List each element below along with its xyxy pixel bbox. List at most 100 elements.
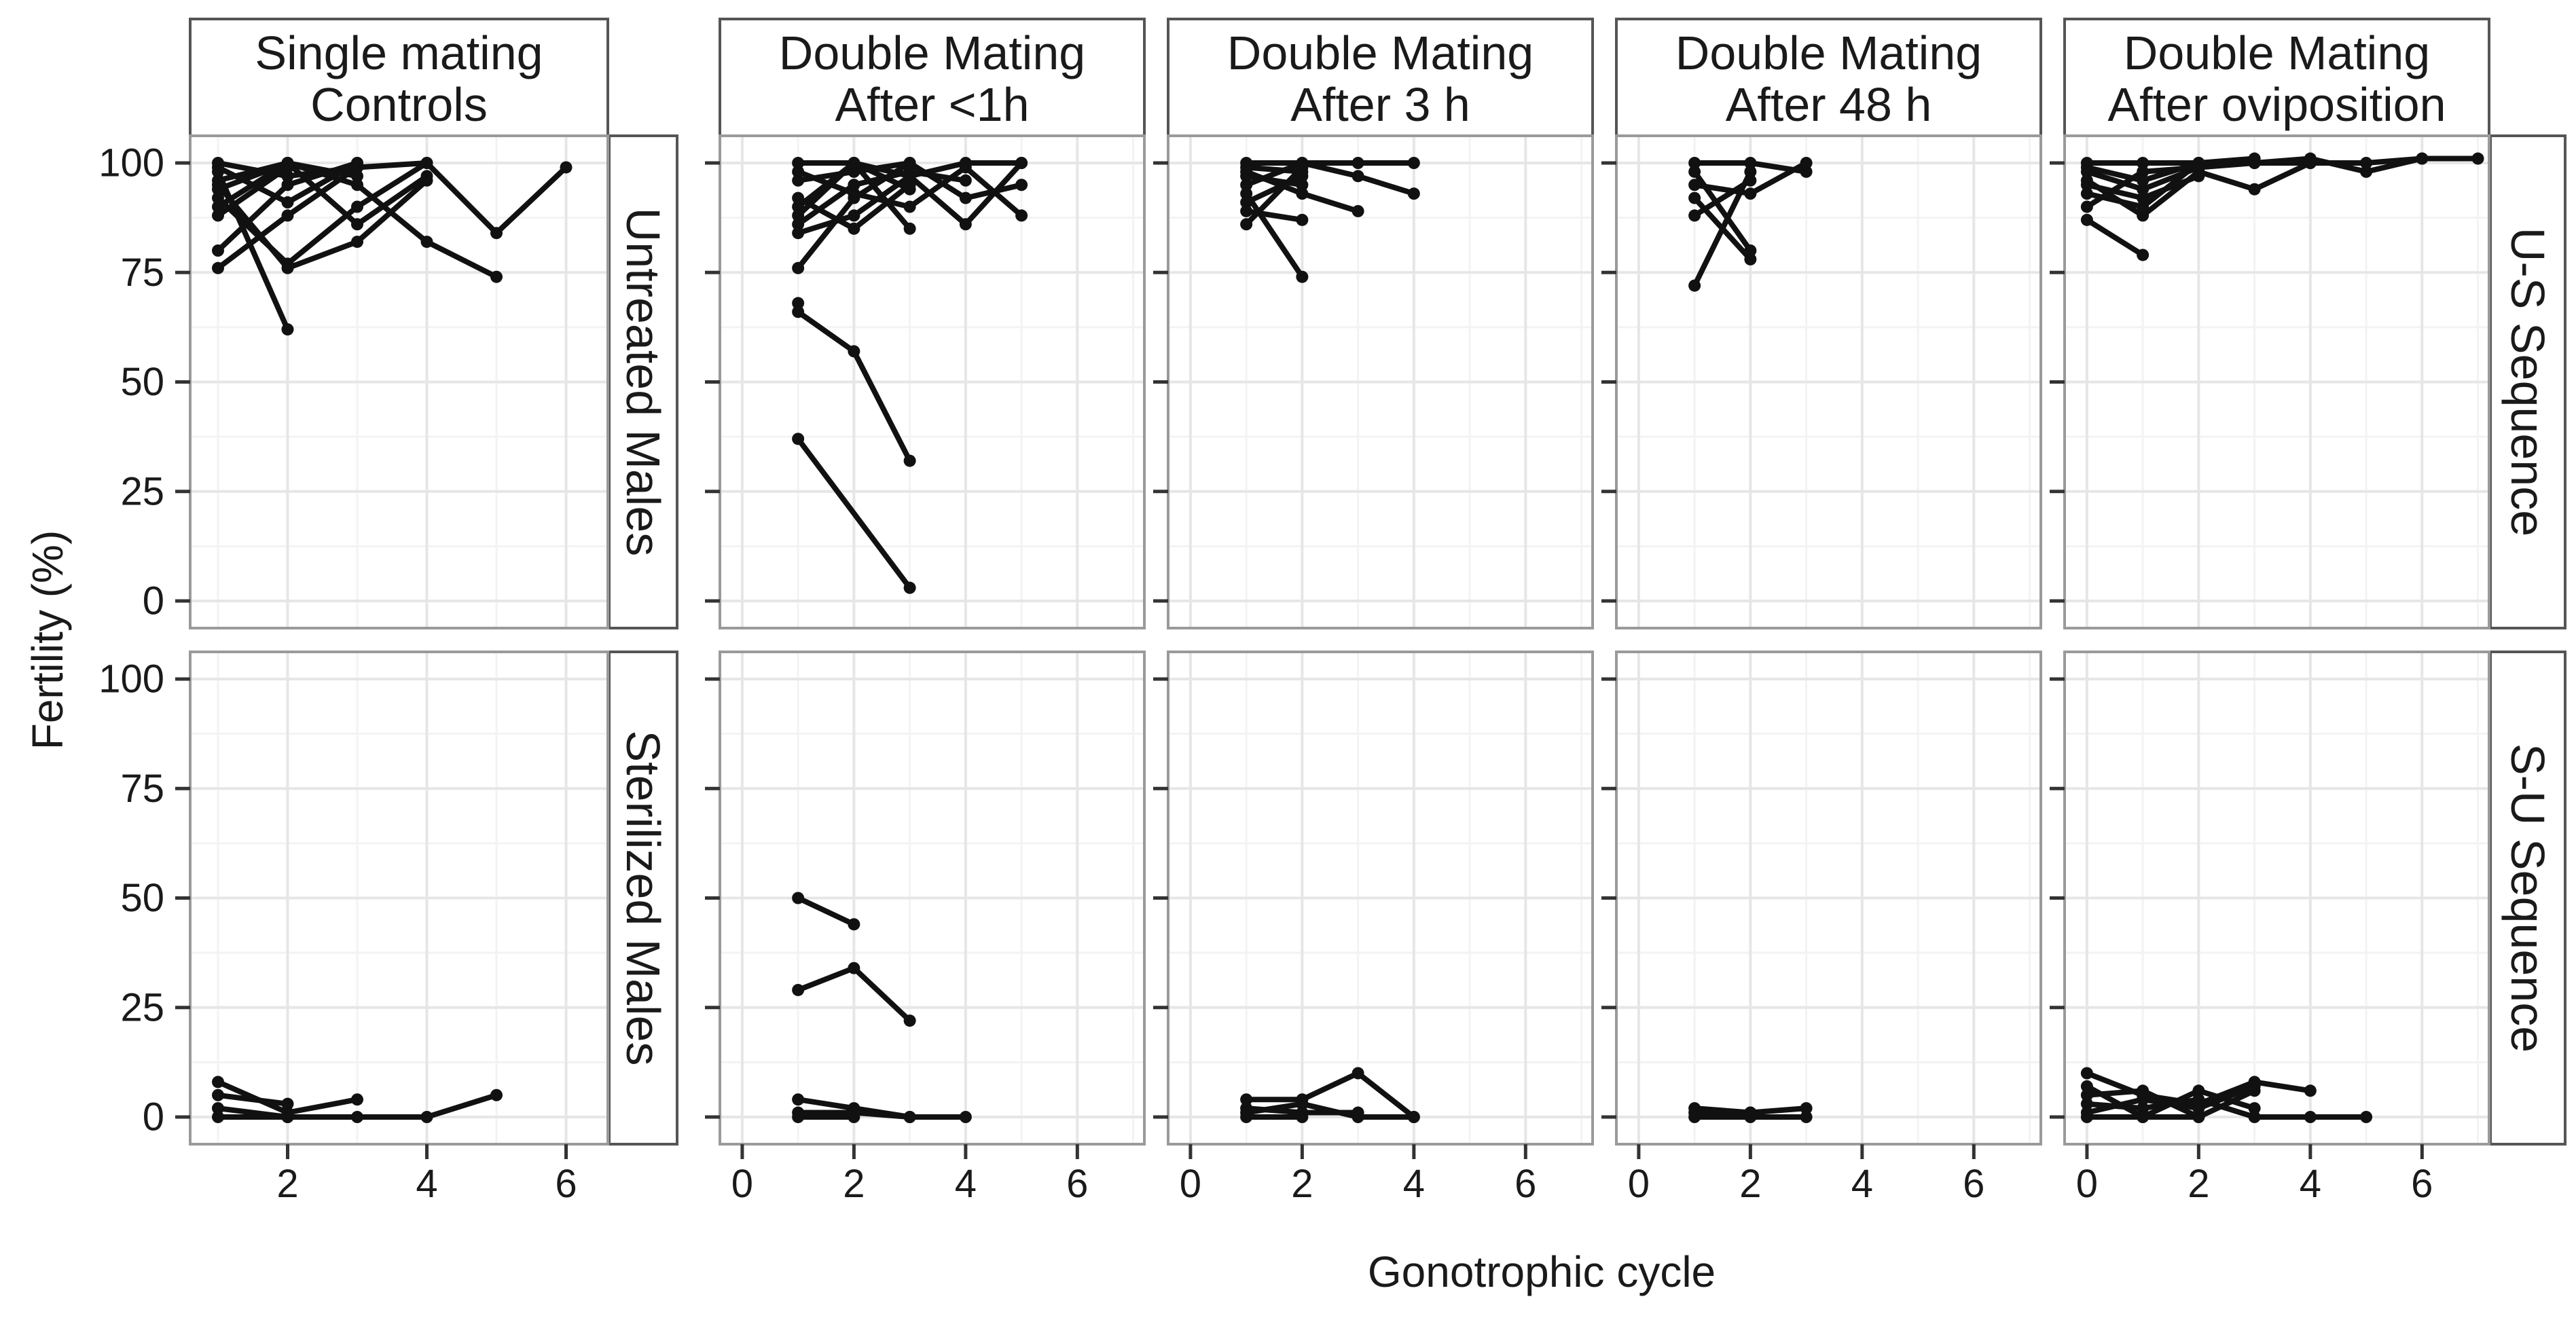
data-point <box>848 209 860 222</box>
data-point <box>2080 1080 2093 1093</box>
data-point <box>1240 1111 1253 1123</box>
data-point <box>212 179 224 191</box>
series-line <box>795 1110 968 1120</box>
strip-label-line2: After 3 h <box>1290 78 1470 131</box>
strip-header-lt1h <box>719 18 1146 137</box>
data-point <box>1240 170 1253 183</box>
data-point <box>1240 187 1253 200</box>
data-point <box>903 200 916 213</box>
data-point <box>281 209 294 222</box>
x-tick-label: 4 <box>2300 1162 2321 1206</box>
strip-label-line2: After <1h <box>835 78 1029 131</box>
data-point <box>351 218 363 231</box>
data-point <box>2137 1093 2149 1106</box>
data-point <box>848 157 860 169</box>
data-point <box>351 170 363 183</box>
series-line <box>215 164 291 219</box>
data-point <box>903 1111 916 1123</box>
data-point <box>420 236 433 249</box>
data-point <box>212 161 224 174</box>
x-tick-label: 0 <box>1180 1162 1201 1206</box>
data-point <box>1407 1111 1420 1123</box>
data-point <box>903 170 916 183</box>
y-tick-label: 50 <box>120 360 164 404</box>
data-point <box>1352 1111 1364 1123</box>
data-point <box>1407 187 1420 200</box>
x-tick-label: 6 <box>1963 1162 1984 1206</box>
data-point <box>848 222 860 235</box>
series-line <box>795 895 857 928</box>
x-tick-label: 4 <box>1851 1162 1873 1206</box>
data-point <box>1352 1067 1364 1080</box>
data-point <box>351 1111 363 1123</box>
data-point <box>212 1076 224 1088</box>
x-tick-label: 0 <box>2076 1162 2098 1206</box>
data-point <box>792 983 805 996</box>
data-point <box>2080 1067 2093 1080</box>
x-tick-label: 2 <box>2188 1162 2209 1206</box>
data-point <box>792 174 805 187</box>
series-line <box>215 177 430 271</box>
series-line <box>215 1092 291 1107</box>
data-point <box>1688 191 1701 204</box>
data-point <box>1296 187 1309 200</box>
data-point <box>1296 1111 1309 1123</box>
data-point <box>212 200 224 213</box>
data-point <box>281 323 294 336</box>
data-point <box>959 191 972 204</box>
data-point <box>2080 187 2093 200</box>
data-point <box>2137 209 2149 222</box>
data-point <box>2137 200 2149 213</box>
strip-label-line1: Single mating <box>255 26 543 79</box>
data-point <box>2137 183 2149 196</box>
data-point <box>281 1097 294 1110</box>
data-point <box>792 306 805 318</box>
data-point <box>792 433 805 445</box>
data-point <box>2137 174 2149 187</box>
data-point <box>2248 1080 2261 1093</box>
data-point <box>2192 170 2205 183</box>
series-line <box>1244 173 1305 188</box>
series-line <box>2084 217 2146 258</box>
data-point <box>1800 1102 1813 1115</box>
x-tick-label: 2 <box>1291 1162 1313 1206</box>
x-tick-label: 6 <box>2411 1162 2433 1206</box>
data-point <box>848 179 860 191</box>
data-point <box>1744 253 1757 266</box>
strip-header-48h <box>1615 18 2042 137</box>
data-point <box>281 179 294 191</box>
data-point <box>792 209 805 222</box>
data-point <box>1800 1111 1813 1123</box>
x-tick-label: 2 <box>843 1162 865 1206</box>
data-point <box>1688 179 1701 191</box>
data-point <box>1240 218 1253 231</box>
data-point <box>1688 279 1701 292</box>
x-tick-label: 6 <box>1514 1162 1536 1206</box>
data-point <box>1800 157 1813 169</box>
data-point <box>212 1088 224 1101</box>
data-point <box>212 1102 224 1115</box>
series-line <box>2084 1097 2370 1120</box>
y-axis-title: Fertility (%) <box>23 530 72 750</box>
data-point <box>792 191 805 204</box>
data-point <box>2360 165 2373 178</box>
data-point <box>1240 161 1253 174</box>
data-point <box>2248 1111 2261 1123</box>
data-point <box>212 191 224 204</box>
strip-header-3h <box>1167 18 1594 137</box>
data-point <box>281 170 294 183</box>
data-point <box>2137 165 2149 178</box>
data-point <box>1296 270 1309 283</box>
strip-label-line1: Double Mating <box>1675 26 1982 79</box>
x-axis-title: Gonotrophic cycle <box>1368 1247 1716 1296</box>
data-point <box>903 183 916 196</box>
data-point <box>2137 191 2149 204</box>
series-line <box>215 1105 291 1120</box>
strip-label-line1: Double Mating <box>2124 26 2430 79</box>
data-point <box>1015 209 1028 222</box>
data-point <box>2080 1097 2093 1110</box>
row-label-left: Untreated Males <box>617 208 670 557</box>
data-point <box>792 157 805 169</box>
data-point <box>1800 165 1813 178</box>
y-tick-label: 75 <box>120 251 164 295</box>
